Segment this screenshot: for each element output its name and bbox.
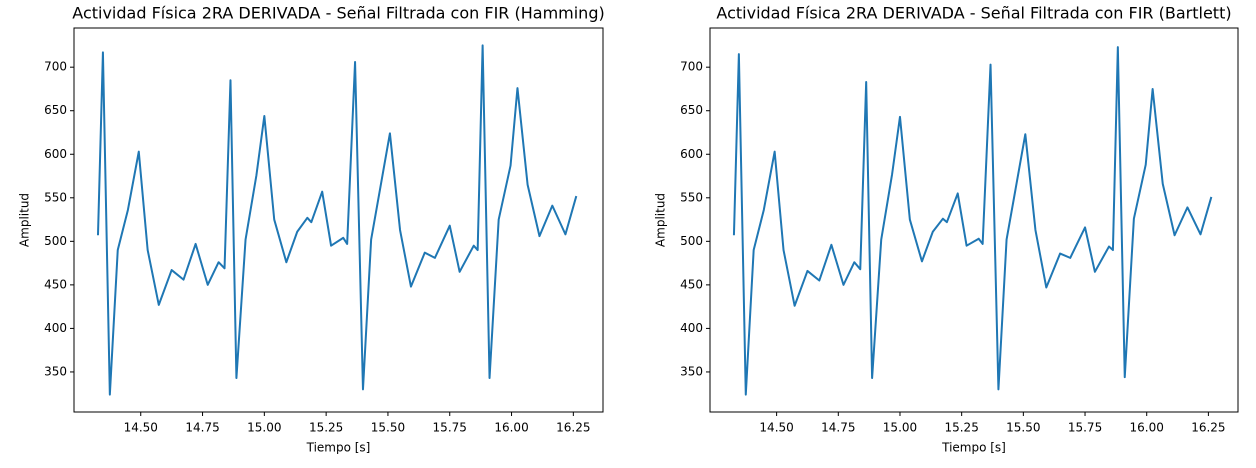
x-axis-label: Tiempo [s] <box>306 441 371 455</box>
chart-title: Actividad Física 2RA DERIVADA - Señal Fi… <box>716 4 1231 23</box>
x-tick-label: 15.75 <box>433 421 467 435</box>
x-tick-label: 14.75 <box>185 421 219 435</box>
y-tick-label: 350 <box>680 364 703 378</box>
x-tick-label: 16.25 <box>556 421 590 435</box>
y-tick-label: 650 <box>680 103 703 117</box>
chart-title: Actividad Física 2RA DERIVADA - Señal Fi… <box>72 4 604 23</box>
x-tick-label: 15.75 <box>1068 421 1102 435</box>
y-tick-label: 450 <box>680 277 703 291</box>
y-tick-label: 500 <box>680 234 703 248</box>
y-tick-label: 650 <box>44 103 67 117</box>
x-tick-label: 14.50 <box>124 421 158 435</box>
y-tick-label: 600 <box>44 147 67 161</box>
x-tick-label: 15.50 <box>371 421 405 435</box>
y-tick-label: 550 <box>44 190 67 204</box>
x-tick-label: 16.00 <box>494 421 528 435</box>
x-tick-label: 15.25 <box>309 421 343 435</box>
y-tick-label: 500 <box>44 234 67 248</box>
x-tick-label: 15.50 <box>1006 421 1040 435</box>
data-line <box>96 44 578 396</box>
y-tick-label: 600 <box>680 147 703 161</box>
x-tick-label: 15.25 <box>944 421 978 435</box>
y-tick-label: 400 <box>44 321 67 335</box>
x-tick-label: 15.00 <box>247 421 281 435</box>
axes-frame <box>709 27 1239 413</box>
x-tick-label: 16.00 <box>1130 421 1164 435</box>
y-tick-label: 350 <box>44 364 67 378</box>
y-tick-label: 450 <box>44 277 67 291</box>
x-axis-label: Tiempo [s] <box>941 441 1006 455</box>
x-tick-label: 15.00 <box>883 421 917 435</box>
y-tick-label: 700 <box>44 60 67 74</box>
data-line <box>732 46 1213 396</box>
axes-frame <box>73 27 604 413</box>
y-tick-label: 550 <box>680 190 703 204</box>
x-tick-label: 14.50 <box>759 421 793 435</box>
y-axis-label: Amplitud <box>654 193 668 247</box>
y-tick-label: 700 <box>680 60 703 74</box>
y-axis-label: Amplitud <box>18 193 32 247</box>
x-tick-label: 14.75 <box>821 421 855 435</box>
y-tick-label: 400 <box>680 321 703 335</box>
x-tick-label: 16.25 <box>1191 421 1225 435</box>
